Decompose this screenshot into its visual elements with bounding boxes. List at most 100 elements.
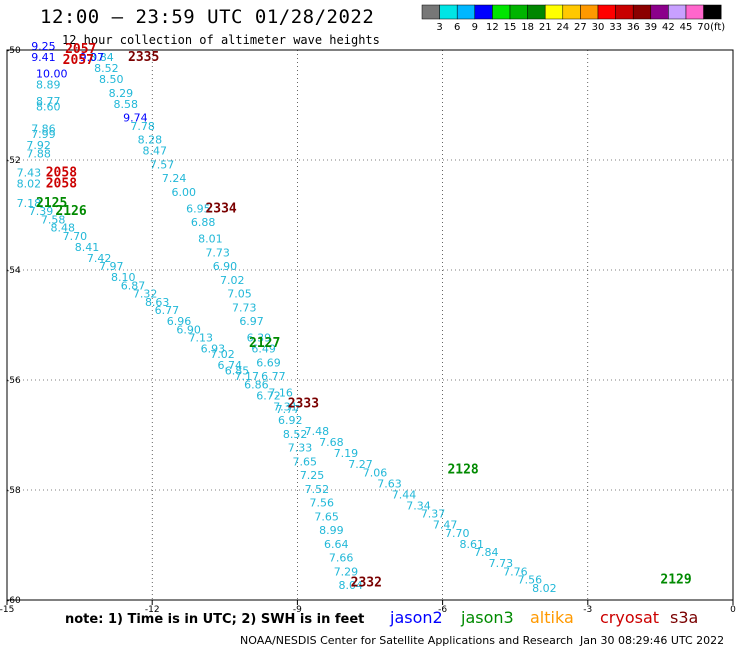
data-label-jason3: 2127: [249, 336, 280, 351]
data-label-swh: 8.99: [319, 524, 344, 537]
data-label-swh: 7.99: [31, 128, 56, 141]
data-label-jason3: 2129: [660, 573, 691, 588]
data-label-swh: 7.37: [421, 508, 446, 521]
data-label-swh: 8.89: [36, 79, 61, 92]
data-label-swh: 6.77: [261, 370, 286, 383]
data-label-swh: 7.13: [189, 332, 214, 345]
x-tick-label: -12: [145, 605, 160, 615]
data-label-swh: 7.19: [334, 447, 359, 460]
data-label-swh: 7.17: [234, 370, 258, 383]
x-tick-label: -6: [438, 605, 447, 615]
data-label-jason2: 10.00: [36, 68, 68, 81]
colorbar-tick-label: 12: [486, 22, 499, 33]
data-label-swh: 6.64: [324, 538, 349, 551]
colorbar-swatch: [421, 4, 440, 20]
data-label-swh: 7.65: [293, 455, 318, 468]
data-label-cryosat: 2058: [46, 166, 77, 181]
colorbar-swatch: [632, 4, 652, 20]
footer-credit: NOAA/NESDIS Center for Satellite Applica…: [240, 634, 574, 647]
data-label-cryosat: 2057: [65, 42, 96, 57]
data-label-swh: 6.00: [172, 186, 197, 199]
data-label-swh: 7.02: [210, 348, 235, 361]
data-label-s3a: 2334: [205, 201, 236, 216]
footer-note: note: 1) Time is in UTC; 2) SWH is in fe…: [65, 612, 365, 627]
data-label-swh: 6.97: [239, 315, 264, 328]
data-label-swh: 8.02: [17, 178, 42, 191]
data-label-swh: 8.58: [113, 98, 138, 111]
data-label-swh: 8.77: [36, 95, 61, 108]
data-label-swh: 7.63: [377, 477, 402, 490]
data-label-jason3: 2126: [55, 204, 86, 219]
colorbar-tick-label: 39: [644, 22, 657, 33]
colorbar-tick-label: 70: [697, 22, 710, 33]
colorbar-swatch: [685, 4, 704, 20]
data-label-swh: 7.52: [305, 483, 330, 496]
data-label-swh: 7.57: [150, 158, 175, 171]
data-label-swh: 6.39: [247, 332, 272, 345]
data-label-swh: 7.68: [319, 436, 344, 449]
colorbar-tick-label: 36: [627, 22, 640, 33]
colorbar-swatch: [509, 4, 528, 20]
y-tick-label: -60: [6, 596, 21, 606]
data-label-swh: 8.50: [99, 73, 124, 86]
data-label-swh: 7.70: [445, 527, 470, 540]
data-label-swh: 7.70: [63, 230, 88, 243]
data-label-swh: 7.65: [314, 510, 339, 523]
colorbar-swatch: [544, 4, 564, 20]
data-label-swh: 8.48: [51, 222, 75, 235]
y-tick-label: -56: [6, 376, 21, 386]
data-label-jason3: 2125: [36, 196, 67, 211]
data-label-swh: 7.05: [227, 288, 252, 301]
data-label-swh: 7.56: [310, 497, 335, 510]
data-label-swh: 8.52: [283, 428, 308, 441]
data-label-swh: 6.88: [191, 216, 216, 229]
data-label-swh: 7.25: [300, 469, 325, 482]
data-label-swh: 7.16: [268, 387, 293, 400]
data-label-swh: 8.10: [111, 271, 136, 284]
colorbar-tick-label: 30: [592, 22, 605, 33]
data-label-swh: 6.87: [121, 279, 145, 292]
data-label-swh: 7.48: [305, 425, 330, 438]
colorbar-swatch: [439, 4, 458, 20]
data-label-swh: 6.92: [278, 414, 303, 427]
data-label-jason3: 2128: [447, 463, 478, 478]
data-label-swh: 8.02: [532, 582, 557, 595]
data-label-swh: 8.47: [143, 145, 168, 158]
data-label-swh: 8.01: [198, 233, 223, 246]
data-label-swh: 7.92: [26, 139, 51, 152]
data-label-swh: 7.39: [29, 205, 53, 218]
footer-timestamp: Jan 30 08:29:46 UTC 2022: [580, 634, 725, 647]
data-label-swh: 7.33: [288, 442, 313, 455]
data-label-s3a: 2335: [128, 50, 159, 65]
colorbar-tick-label: 3: [436, 22, 442, 33]
colorbar-swatch: [597, 4, 616, 20]
colorbar-tick-label: 15: [504, 22, 517, 33]
data-label-swh: 6.77: [155, 304, 180, 317]
colorbar-swatch: [527, 4, 546, 20]
data-label-swh: 6.86: [244, 378, 269, 391]
colorbar-tick-label: 18: [521, 22, 534, 33]
data-label-swh: 7.73: [489, 557, 513, 570]
data-label-swh: 7.73: [205, 246, 230, 259]
data-label-swh: 8.63: [145, 296, 170, 309]
data-label-swh: 7.18: [17, 197, 42, 210]
data-label-swh: 6.93: [201, 343, 226, 356]
x-tick-label: -9: [293, 605, 302, 615]
data-label-swh: 6.96: [167, 315, 192, 328]
data-label-jason2: 9.74: [123, 112, 148, 125]
data-label-swh: 6.74: [218, 359, 243, 372]
x-tick-label: -15: [0, 605, 14, 615]
legend-s3a: s3a: [670, 608, 699, 627]
data-label-swh: 8.84: [89, 51, 114, 64]
data-label-swh: 7.42: [87, 252, 112, 265]
data-label-swh: 7.44: [392, 488, 417, 501]
x-tick-label: 0: [730, 605, 736, 615]
data-label-swh: 7.66: [329, 552, 354, 565]
legend-altika: altika: [530, 608, 574, 627]
colorbar-unit: (ft): [710, 22, 725, 33]
colorbar-tick-label: 9: [472, 22, 478, 33]
colorbar-tick-label: 45: [680, 22, 693, 33]
data-label-swh: 6.72: [256, 389, 281, 402]
colorbar-tick-label: 42: [662, 22, 675, 33]
y-tick-label: -50: [6, 46, 21, 56]
